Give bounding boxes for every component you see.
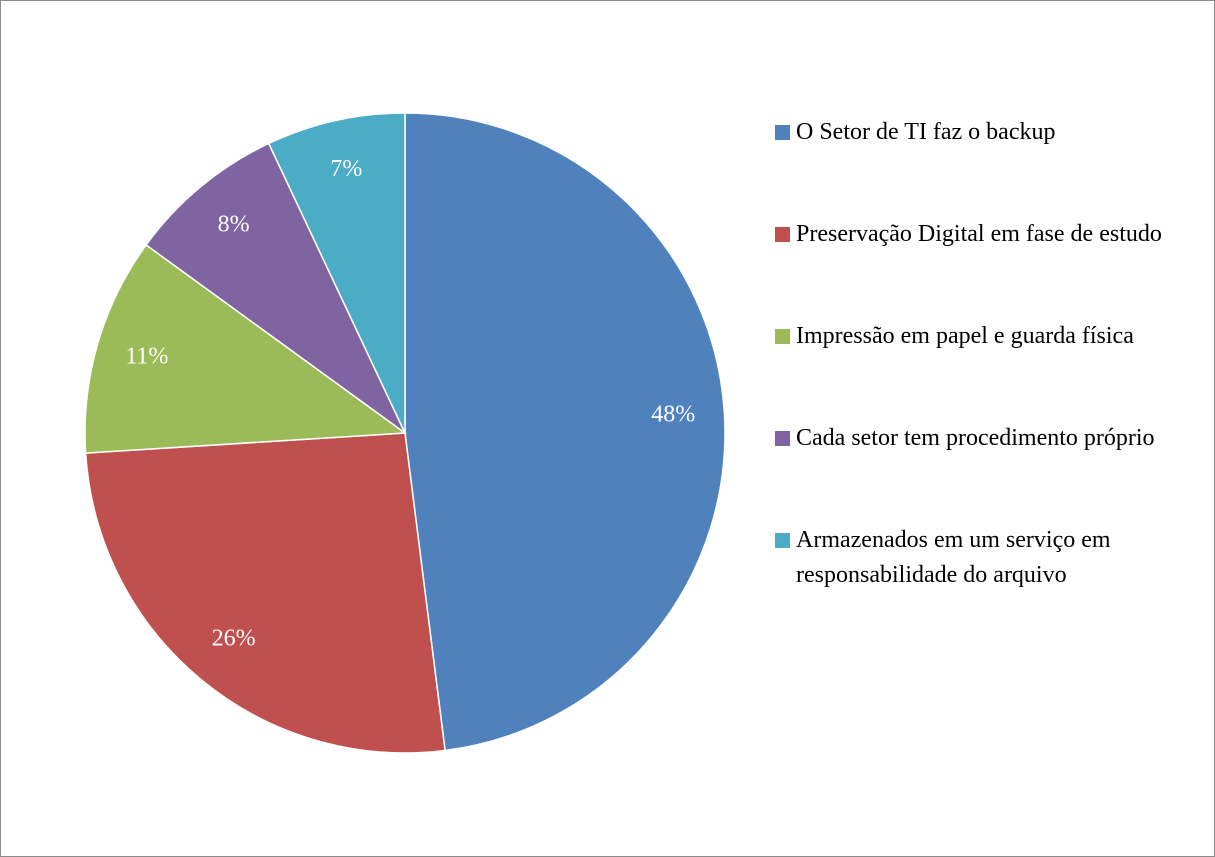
legend-swatch <box>775 227 790 242</box>
pie-slice <box>84 243 408 454</box>
pie-slice <box>145 142 406 434</box>
pie-slice <box>84 432 446 754</box>
legend-swatch <box>775 329 790 344</box>
legend-item: Impressão em papel e guarda física <box>775 319 1175 354</box>
legend-swatch <box>775 533 790 548</box>
legend-swatch <box>775 125 790 140</box>
legend-label: Armazenados em um serviço em responsabil… <box>796 527 1111 588</box>
legend-item: Cada setor tem procedimento próprio <box>775 421 1175 456</box>
data-label: 8% <box>218 211 250 237</box>
data-label: 11% <box>125 344 168 370</box>
pie-slice <box>267 112 406 434</box>
legend-swatch <box>775 431 790 446</box>
legend-label: Impressão em papel e guarda física <box>796 323 1134 349</box>
legend-item: Preservação Digital em fase de estudo <box>775 217 1175 252</box>
pie-slice <box>404 112 726 752</box>
legend-label: Preservação Digital em fase de estudo <box>796 221 1162 247</box>
legend-label: Cada setor tem procedimento próprio <box>796 425 1155 451</box>
data-label: 7% <box>330 156 362 182</box>
data-label: 48% <box>651 402 695 428</box>
legend: O Setor de TI faz o backup Preservação Di… <box>775 115 1175 593</box>
legend-item: Armazenados em um serviço em responsabil… <box>775 523 1175 593</box>
legend-item: O Setor de TI faz o backup <box>775 115 1175 150</box>
legend-label: O Setor de TI faz o backup <box>796 119 1056 145</box>
data-label: 26% <box>212 626 256 652</box>
